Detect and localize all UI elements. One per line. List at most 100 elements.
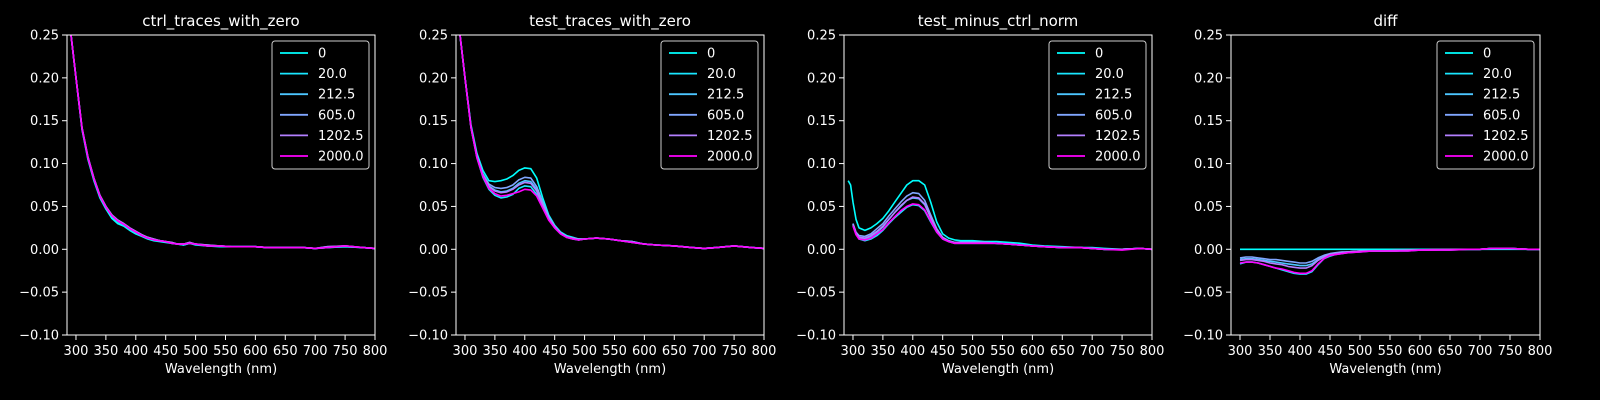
x-tick-label: 350	[93, 344, 118, 359]
series-line-2000.0	[852, 203, 1152, 251]
y-tick-label: 0.10	[1194, 157, 1223, 172]
y-tick-label: 0.25	[419, 29, 448, 44]
legend-label: 20.0	[1095, 67, 1124, 82]
x-tick-label: 650	[662, 344, 687, 359]
legend-label: 20.0	[1483, 67, 1512, 82]
y-tick-label: 0.25	[807, 29, 836, 44]
y-tick-label: 0.00	[807, 243, 836, 258]
legend-label: 2000.0	[1095, 150, 1141, 165]
legend-label: 2000.0	[707, 150, 753, 165]
y-tick-label: 0.20	[1194, 71, 1223, 86]
legend-label: 212.5	[1483, 88, 1520, 103]
x-tick-label: 750	[722, 344, 747, 359]
legend-label: 605.0	[1483, 108, 1520, 123]
y-tick-label: 0.25	[1194, 29, 1223, 44]
x-tick-label: 400	[512, 344, 537, 359]
chart-title: diff	[1373, 12, 1398, 30]
series-line-2000.0	[459, 35, 764, 250]
y-tick-label: 0.05	[30, 200, 59, 215]
legend: 0 20.0 212.5 605.0 1202.5 2000.0	[1048, 40, 1147, 170]
chart-title: ctrl_traces_with_zero	[142, 12, 299, 31]
y-tick-label: 0.25	[30, 29, 59, 44]
series-group	[459, 35, 764, 250]
legend-label: 212.5	[318, 88, 355, 103]
x-tick-label: 400	[1288, 344, 1313, 359]
x-tick-label: 800	[1528, 344, 1553, 359]
y-tick-label: 0.15	[30, 114, 59, 129]
x-tick-label: 550	[602, 344, 627, 359]
legend-label: 1202.5	[318, 129, 364, 144]
series-group	[1239, 247, 1540, 275]
legend-label: 0	[318, 47, 326, 62]
x-tick-label: 700	[1080, 344, 1105, 359]
legend-label: 0	[1095, 47, 1103, 62]
x-tick-label: 700	[303, 344, 328, 359]
x-tick-label: 500	[1348, 344, 1373, 359]
y-tick-label: 0.05	[419, 200, 448, 215]
legend-label: 20.0	[318, 67, 347, 82]
legend-label: 212.5	[1095, 88, 1132, 103]
y-tick-label: 0.00	[419, 243, 448, 258]
x-tick-label: 700	[692, 344, 717, 359]
y-tick-label: 0.05	[1194, 200, 1223, 215]
x-tick-label: 550	[213, 344, 238, 359]
x-tick-label: 350	[870, 344, 895, 359]
y-tick-label: −0.05	[796, 286, 836, 301]
y-tick-label: 0.00	[1194, 243, 1223, 258]
series-group	[70, 35, 375, 250]
plot-frame	[843, 34, 1153, 336]
y-tick-label: −0.10	[796, 329, 836, 344]
x-tick-label: 500	[960, 344, 985, 359]
chart-panel-0: ctrl_traces_with_zero 300 350 400 450 500 550 6…	[19, 12, 387, 377]
x-tick-label: 300	[841, 344, 866, 359]
y-tick-label: 0.15	[807, 114, 836, 129]
chart-panel-1: test_traces_with_zero 300 350 400 450 500 550 6…	[408, 12, 776, 377]
x-axis-label: Wavelength (nm)	[165, 362, 277, 377]
x-tick-label: 600	[1020, 344, 1045, 359]
y-tick-label: −0.10	[408, 329, 448, 344]
x-tick-label: 600	[243, 344, 268, 359]
series-group	[847, 179, 1152, 251]
series-line-2000.0	[1239, 247, 1540, 275]
legend-label: 0	[1483, 47, 1491, 62]
x-tick-label: 300	[64, 344, 89, 359]
x-tick-label: 600	[632, 344, 657, 359]
plot-frame	[66, 34, 376, 336]
chart-title: test_minus_ctrl_norm	[918, 12, 1079, 31]
legend: 0 20.0 212.5 605.0 1202.5 2000.0	[660, 40, 759, 170]
x-tick-label: 800	[752, 344, 777, 359]
x-tick-label: 450	[930, 344, 955, 359]
x-tick-label: 550	[1378, 344, 1403, 359]
y-tick-label: −0.10	[19, 329, 59, 344]
x-tick-label: 350	[1258, 344, 1283, 359]
y-tick-label: 0.10	[419, 157, 448, 172]
y-tick-label: 0.10	[30, 157, 59, 172]
y-tick-label: 0.15	[1194, 114, 1223, 129]
legend-label: 605.0	[318, 108, 355, 123]
x-tick-label: 400	[123, 344, 148, 359]
x-tick-label: 550	[990, 344, 1015, 359]
legend: 0 20.0 212.5 605.0 1202.5 2000.0	[271, 40, 370, 170]
x-tick-label: 300	[1228, 344, 1253, 359]
legend-label: 0	[707, 47, 715, 62]
x-tick-label: 650	[273, 344, 298, 359]
legend-label: 2000.0	[318, 150, 364, 165]
y-tick-label: −0.05	[1183, 286, 1223, 301]
x-tick-label: 500	[183, 344, 208, 359]
x-tick-label: 650	[1438, 344, 1463, 359]
y-tick-label: 0.10	[807, 157, 836, 172]
x-tick-label: 650	[1050, 344, 1075, 359]
y-tick-label: 0.20	[30, 71, 59, 86]
x-tick-label: 450	[1318, 344, 1343, 359]
x-tick-label: 750	[1498, 344, 1523, 359]
x-tick-label: 800	[363, 344, 388, 359]
x-axis-label: Wavelength (nm)	[942, 362, 1054, 377]
y-tick-label: 0.05	[807, 200, 836, 215]
plot-frame	[455, 34, 765, 336]
x-tick-label: 350	[482, 344, 507, 359]
legend-label: 1202.5	[1483, 129, 1529, 144]
x-tick-label: 300	[453, 344, 478, 359]
x-tick-label: 750	[1110, 344, 1135, 359]
y-tick-label: 0.00	[30, 243, 59, 258]
